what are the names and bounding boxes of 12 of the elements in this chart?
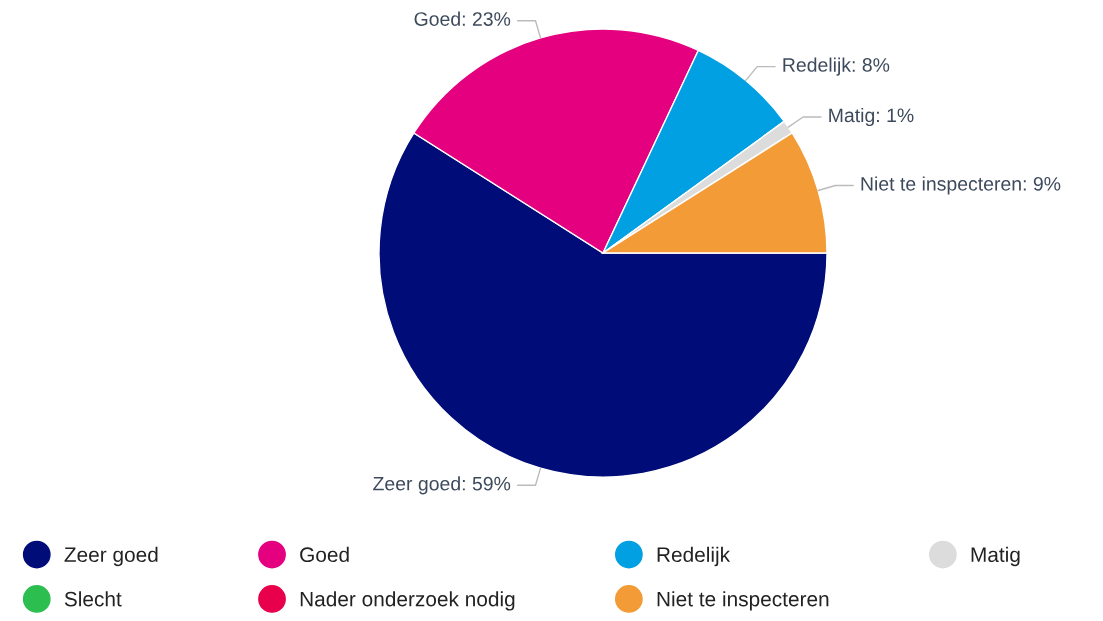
data-label: Goed: 23% (414, 11, 511, 26)
data-label: Matig: 1% (829, 107, 914, 127)
legend-label: Goed (300, 546, 349, 563)
data-label: Redelijk: 8% (783, 57, 890, 76)
legend-label: Niet te inspecteren (657, 591, 829, 611)
data-label: Zeer goed: 59% (373, 476, 511, 495)
legend-label: Redelijk (657, 546, 731, 567)
legend-label: Matig (971, 546, 1020, 567)
data-label: Niet te inspecteren: 9% (861, 176, 1061, 195)
legend-label: Zeer goed (64, 546, 158, 567)
legend-label: Nader onderzoek nodig (300, 591, 515, 611)
legend-label: Slecht (64, 591, 122, 607)
